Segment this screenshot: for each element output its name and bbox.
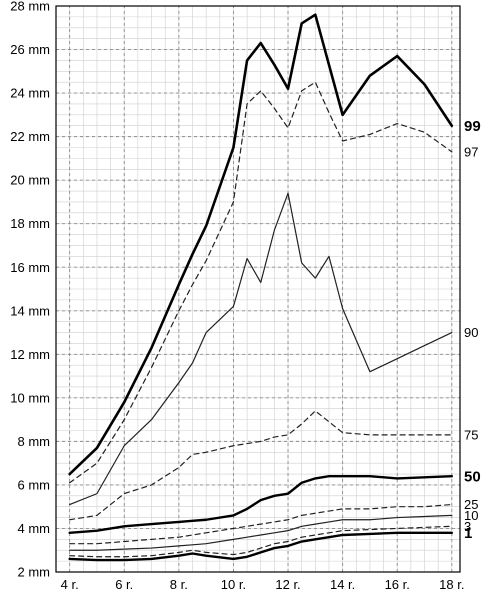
series-label-p1: 1 — [464, 525, 472, 542]
y-tick-label: 24 mm — [10, 86, 50, 101]
series-label-p99: 99 — [464, 118, 481, 135]
x-tick-label: 14 r. — [330, 577, 355, 592]
series-label-p97: 97 — [464, 144, 478, 159]
y-tick-label: 16 mm — [10, 260, 50, 275]
x-tick-label: 4 r. — [61, 577, 79, 592]
y-tick-label: 4 mm — [18, 521, 51, 536]
series-label-p75: 75 — [464, 427, 478, 442]
x-tick-label: 8 r. — [170, 577, 188, 592]
percentile-line-chart: 99979075502510312 mm4 mm6 mm8 mm10 mm12 … — [0, 0, 500, 600]
y-tick-label: 26 mm — [10, 42, 50, 57]
y-tick-label: 28 mm — [10, 0, 50, 14]
y-tick-label: 20 mm — [10, 173, 50, 188]
y-tick-label: 14 mm — [10, 303, 50, 318]
y-tick-label: 6 mm — [18, 477, 51, 492]
x-tick-label: 10 r. — [221, 577, 246, 592]
x-tick-label: 6 r. — [115, 577, 133, 592]
y-tick-label: 18 mm — [10, 216, 50, 231]
y-tick-label: 22 mm — [10, 129, 50, 144]
x-tick-label: 12 r. — [275, 577, 300, 592]
series-label-p50: 50 — [464, 468, 481, 485]
y-tick-label: 10 mm — [10, 390, 50, 405]
y-tick-label: 2 mm — [18, 565, 51, 580]
x-tick-label: 18 r. — [439, 577, 464, 592]
y-tick-label: 8 mm — [18, 434, 51, 449]
y-tick-label: 12 mm — [10, 347, 50, 362]
series-label-p90: 90 — [464, 325, 478, 340]
x-tick-label: 16 r. — [385, 577, 410, 592]
